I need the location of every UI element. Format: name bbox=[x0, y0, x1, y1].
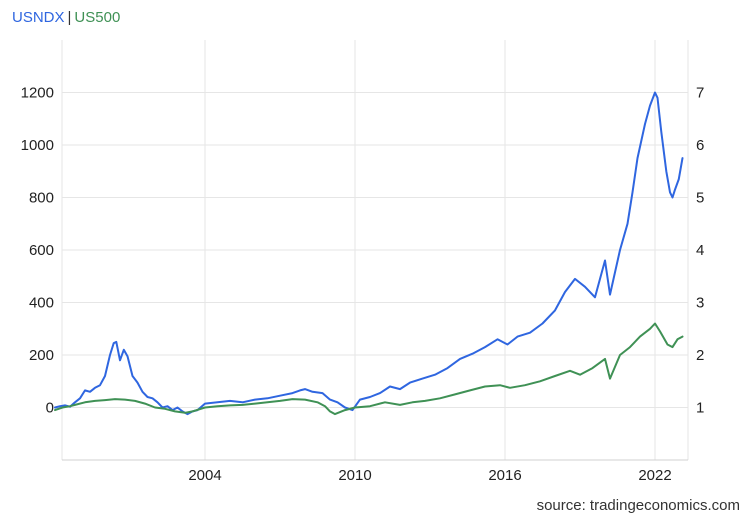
y-left-tick-label: 1200 bbox=[21, 85, 54, 102]
series-line-us500 bbox=[54, 322, 684, 416]
legend-usndx[interactable]: USNDX bbox=[12, 9, 65, 26]
y-left-tick-label: 0 bbox=[46, 400, 54, 417]
legend-us500[interactable]: US500 bbox=[74, 9, 121, 26]
chart-legend: USNDX | US500 bbox=[12, 9, 120, 26]
y-left-tick-label: 600 bbox=[29, 242, 54, 259]
y-right-tick-label: 6 bbox=[696, 137, 704, 154]
y-right-tick-label: 4 bbox=[696, 242, 704, 259]
y-right-tick-label: 7 bbox=[696, 85, 704, 102]
x-tick-label: 2022 bbox=[638, 467, 671, 484]
y-right-tick-label: 5 bbox=[696, 190, 704, 207]
series-line-usndx bbox=[54, 91, 684, 416]
y-left-tick-label: 200 bbox=[29, 347, 54, 364]
y-right-tick-label: 1 bbox=[696, 400, 704, 417]
y-right-tick-label: 2 bbox=[696, 347, 704, 364]
legend-separator: | bbox=[67, 9, 72, 26]
y-right-tick-label: 3 bbox=[696, 295, 704, 312]
y-left-tick-label: 400 bbox=[29, 295, 54, 312]
x-tick-label: 2016 bbox=[488, 467, 521, 484]
source-label: source: tradingeconomics.com bbox=[536, 497, 740, 514]
y-left-tick-label: 800 bbox=[29, 190, 54, 207]
x-tick-label: 2004 bbox=[188, 467, 221, 484]
y-left-tick-label: 1000 bbox=[21, 137, 54, 154]
x-tick-label: 2010 bbox=[338, 467, 371, 484]
